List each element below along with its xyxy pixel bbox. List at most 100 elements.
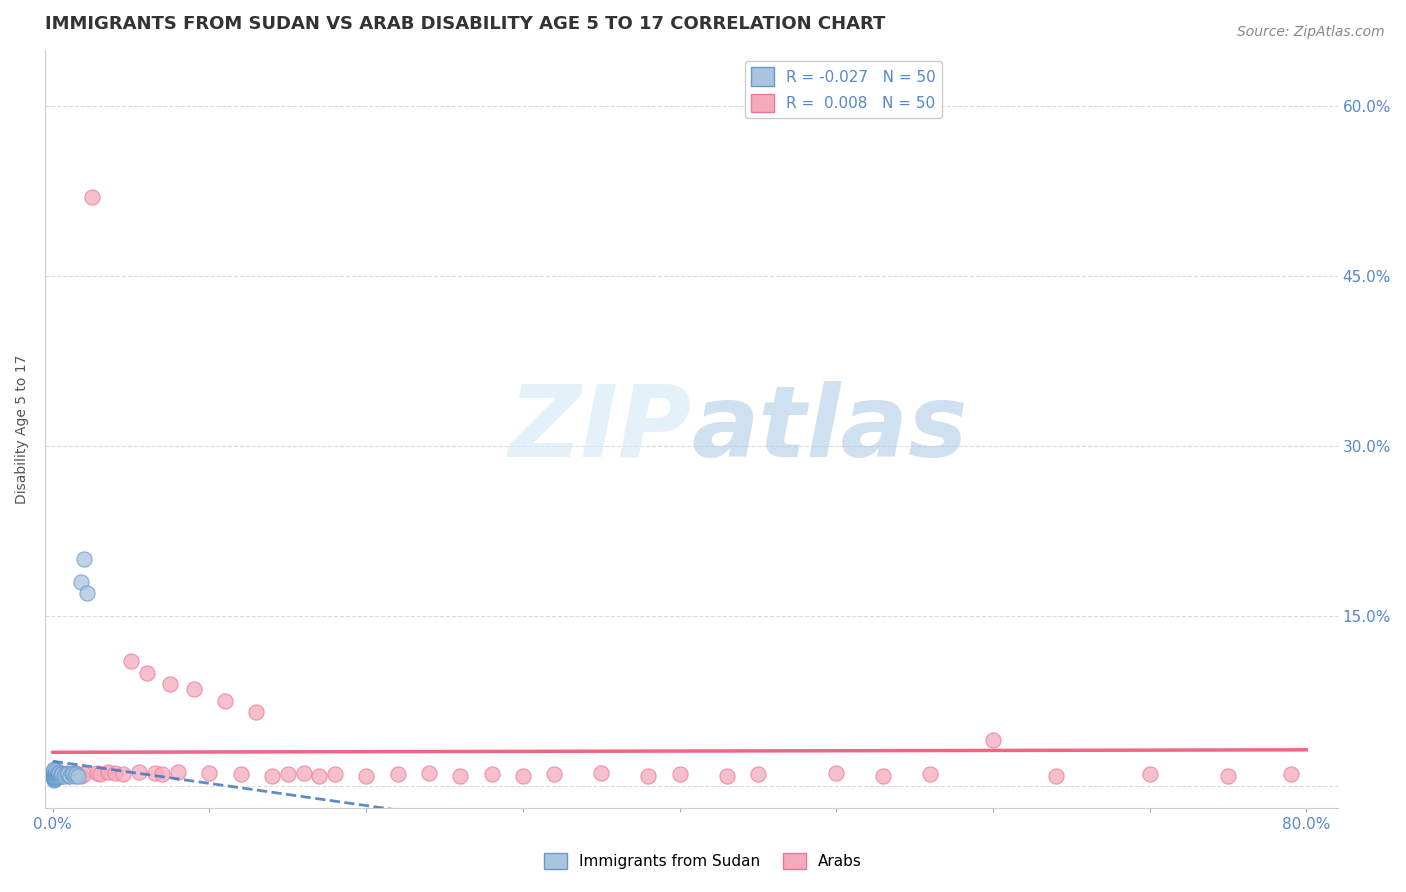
Point — [418, 766, 440, 780]
Point — [44, 763, 66, 777]
Point — [60, 767, 83, 781]
Point — [62, 767, 84, 781]
Point — [45, 767, 67, 781]
Point — [44, 770, 66, 784]
Point — [89, 767, 111, 781]
Legend: R = -0.027   N = 50, R =  0.008   N = 50: R = -0.027 N = 50, R = 0.008 N = 50 — [745, 62, 942, 119]
Point — [112, 767, 135, 781]
Point — [73, 552, 96, 566]
Point — [56, 766, 79, 780]
Point — [45, 764, 67, 778]
Point — [44, 768, 66, 782]
Point — [49, 767, 72, 781]
Point — [46, 765, 69, 780]
Point — [53, 767, 76, 781]
Point — [637, 768, 659, 782]
Point — [920, 767, 942, 781]
Point — [70, 574, 93, 589]
Point — [80, 190, 103, 204]
Point — [44, 773, 66, 788]
Point — [1139, 767, 1161, 781]
Point — [292, 766, 315, 780]
Y-axis label: Disability Age 5 to 17: Disability Age 5 to 17 — [15, 354, 30, 504]
Point — [59, 768, 82, 782]
Text: atlas: atlas — [692, 381, 967, 477]
Point — [44, 765, 66, 780]
Point — [872, 768, 894, 782]
Point — [308, 768, 330, 782]
Point — [128, 765, 150, 780]
Point — [512, 768, 534, 782]
Point — [277, 767, 299, 781]
Point — [44, 766, 66, 780]
Point — [73, 767, 96, 781]
Point — [51, 767, 73, 781]
Point — [44, 772, 66, 786]
Point — [44, 768, 66, 782]
Point — [387, 767, 409, 781]
Point — [76, 586, 98, 600]
Point — [159, 677, 181, 691]
Point — [229, 767, 252, 781]
Text: ZIP: ZIP — [509, 381, 692, 477]
Text: Source: ZipAtlas.com: Source: ZipAtlas.com — [1237, 25, 1385, 39]
Point — [354, 768, 377, 782]
Point — [65, 767, 87, 781]
Point — [44, 771, 66, 785]
Point — [53, 767, 76, 781]
Point — [45, 765, 67, 780]
Point — [44, 765, 66, 780]
Point — [214, 694, 236, 708]
Point — [66, 768, 89, 782]
Point — [481, 767, 503, 781]
Point — [63, 768, 86, 782]
Point — [143, 766, 166, 780]
Point — [44, 762, 66, 776]
Point — [46, 767, 69, 781]
Point — [44, 763, 66, 777]
Legend: Immigrants from Sudan, Arabs: Immigrants from Sudan, Arabs — [537, 847, 869, 875]
Point — [44, 767, 66, 781]
Point — [104, 766, 127, 780]
Point — [44, 764, 66, 778]
Point — [70, 768, 93, 782]
Point — [44, 766, 66, 780]
Point — [449, 768, 471, 782]
Point — [86, 766, 108, 780]
Point — [45, 766, 67, 780]
Point — [747, 767, 769, 781]
Point — [120, 654, 142, 668]
Point — [183, 682, 205, 697]
Point — [44, 767, 66, 781]
Point — [46, 766, 69, 780]
Point — [668, 767, 690, 781]
Point — [44, 767, 66, 781]
Point — [152, 767, 174, 781]
Point — [981, 733, 1004, 747]
Point — [135, 665, 157, 680]
Text: IMMIGRANTS FROM SUDAN VS ARAB DISABILITY AGE 5 TO 17 CORRELATION CHART: IMMIGRANTS FROM SUDAN VS ARAB DISABILITY… — [45, 15, 886, 33]
Point — [44, 770, 66, 784]
Point — [167, 765, 190, 780]
Point — [825, 766, 848, 780]
Point — [65, 766, 87, 780]
Point — [44, 766, 66, 780]
Point — [591, 766, 613, 780]
Point — [49, 768, 72, 782]
Point — [1045, 768, 1067, 782]
Point — [323, 767, 346, 781]
Point — [58, 768, 80, 782]
Point — [1216, 768, 1239, 782]
Point — [44, 764, 66, 778]
Point — [44, 771, 66, 785]
Point — [52, 768, 75, 782]
Point — [1279, 767, 1302, 781]
Point — [245, 705, 267, 719]
Point — [45, 768, 67, 782]
Point — [716, 768, 738, 782]
Point — [48, 767, 70, 781]
Point — [198, 766, 221, 780]
Point — [543, 767, 565, 781]
Point — [58, 767, 80, 781]
Point — [49, 768, 72, 782]
